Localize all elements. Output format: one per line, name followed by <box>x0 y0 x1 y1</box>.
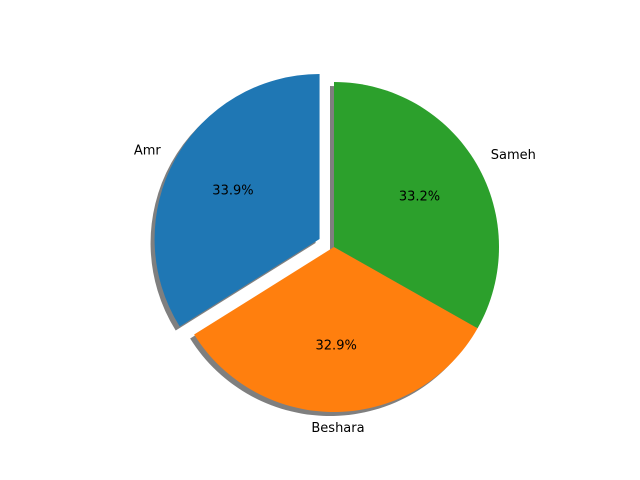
pie-slice-sameh <box>334 82 499 329</box>
slice-label-beshara: Beshara <box>311 421 364 436</box>
slice-label-amr: Amr <box>134 144 162 159</box>
pie-wedges <box>154 74 499 412</box>
percent-label-sameh: 33.2% <box>399 190 440 205</box>
slice-labels: Amr Beshara Sameh <box>134 144 536 436</box>
percent-label-beshara: 32.9% <box>316 338 357 353</box>
percent-labels: 33.9% 32.9% 33.2% <box>212 184 440 354</box>
pie-slice-amr <box>154 74 320 327</box>
percent-label-amr: 33.9% <box>212 184 253 199</box>
pie-slice-beshara <box>194 247 478 412</box>
slice-label-sameh: Sameh <box>491 148 536 163</box>
